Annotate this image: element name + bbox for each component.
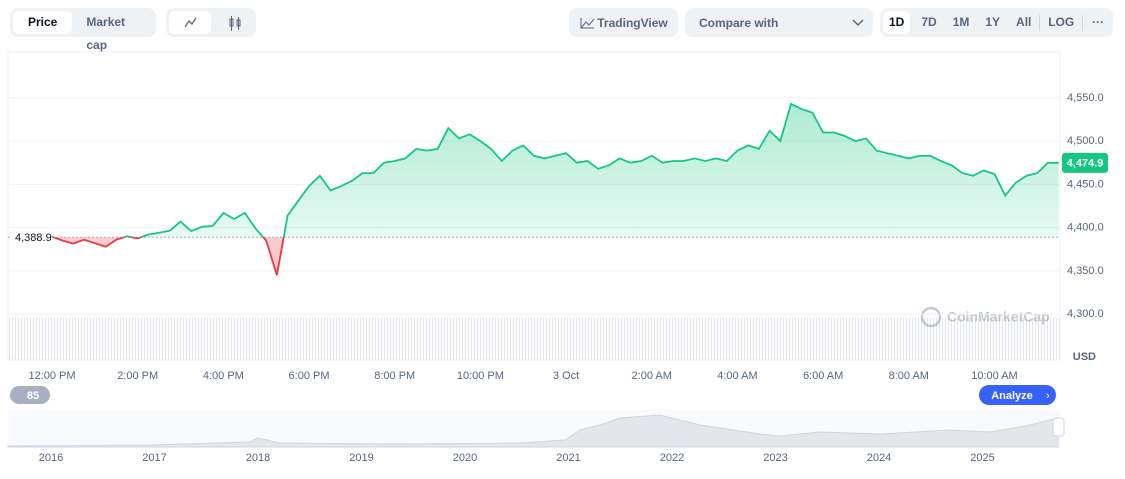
volume-area: [8, 318, 1060, 360]
baseline-label-bg: [10, 229, 54, 246]
baseline-label: 4,388.9: [15, 232, 52, 244]
year-label: 2024: [867, 452, 891, 464]
x-tick-label: 8:00 PM: [374, 370, 415, 382]
x-tick-label: 3 Oct: [553, 370, 579, 382]
price-line-up: [51, 102, 1059, 238]
tab[interactable]: Market cap: [86, 15, 126, 52]
tab[interactable]: Price: [13, 11, 73, 34]
year-label: 2017: [142, 452, 166, 464]
y-tick-label: 4,500.0: [1067, 135, 1104, 147]
year-label: 2023: [763, 452, 787, 464]
log-button[interactable]: LOG: [1048, 15, 1075, 29]
year-label: 2019: [349, 452, 373, 464]
chart-style: [166, 8, 256, 37]
divider: [1082, 14, 1083, 31]
y-tick-label: 4,400.0: [1067, 222, 1104, 234]
x-tick-label: 12:00 PM: [28, 370, 75, 382]
x-tick-label: 10:00 PM: [457, 370, 504, 382]
x-tick-label: 6:00 AM: [803, 370, 843, 382]
y-tick-label: 4,550.0: [1067, 92, 1104, 104]
range-button[interactable]: 1M: [952, 15, 970, 29]
tradingview-button[interactable]: TradingView: [569, 8, 678, 37]
x-tick-label: 2:00 PM: [117, 370, 158, 382]
price-tabs: Price Market cap: [10, 8, 156, 52]
range-button[interactable]: 1Y: [985, 15, 1001, 29]
range-tabs: 1D 7D 1M 1Y All LOG ···: [880, 8, 1113, 37]
x-tick-label: 8:00 AM: [889, 370, 929, 382]
y-tick-label: 4,350.0: [1067, 265, 1104, 277]
navigator-handle[interactable]: [1052, 417, 1065, 437]
analyze-chevron: ›: [1046, 390, 1050, 402]
y-tick-label: 4,450.0: [1067, 178, 1104, 190]
compare-label: Compare with: [699, 15, 779, 30]
year-label: 2018: [246, 452, 270, 464]
x-tick-label: 10:00 AM: [971, 370, 1017, 382]
currency-label: USD: [1073, 351, 1096, 363]
year-label: 2022: [660, 452, 684, 464]
year-label: 2021: [556, 452, 580, 464]
candle-style-button[interactable]: [217, 11, 253, 34]
x-tick-label: 4:00 AM: [717, 370, 757, 382]
divider: [1039, 14, 1041, 31]
range-button[interactable]: 1D: [883, 11, 911, 34]
y-tick-label: 4,300.0: [1067, 308, 1104, 320]
watermark: CoinMarketCap: [920, 306, 1050, 328]
analyze-label: Analyze: [991, 390, 1033, 402]
more-button[interactable]: ···: [1091, 15, 1104, 29]
range-button[interactable]: All: [1016, 15, 1032, 29]
area-up: [52, 103, 1059, 238]
current-price-badge: [1062, 152, 1108, 173]
year-label: 2020: [453, 452, 477, 464]
compare-dropdown[interactable]: Compare with: [685, 8, 873, 37]
line-style-button[interactable]: [169, 11, 211, 34]
x-tick-label: 4:00 PM: [203, 370, 244, 382]
range-button[interactable]: 7D: [921, 15, 937, 29]
events-badge[interactable]: [10, 386, 50, 404]
tradingview-label: TradingView: [597, 15, 668, 30]
navigator-area: [7, 414, 1059, 448]
x-tick-label: 6:00 PM: [289, 370, 330, 382]
year-label: 2025: [970, 452, 994, 464]
watermark-text: CoinMarketCap: [947, 309, 1050, 325]
analyze-button[interactable]: [979, 385, 1056, 405]
current-price-label: 4,474.9: [1067, 158, 1104, 170]
events-count: 85: [27, 390, 39, 402]
year-label: 2016: [39, 452, 63, 464]
x-tick-label: 2:00 AM: [632, 370, 672, 382]
